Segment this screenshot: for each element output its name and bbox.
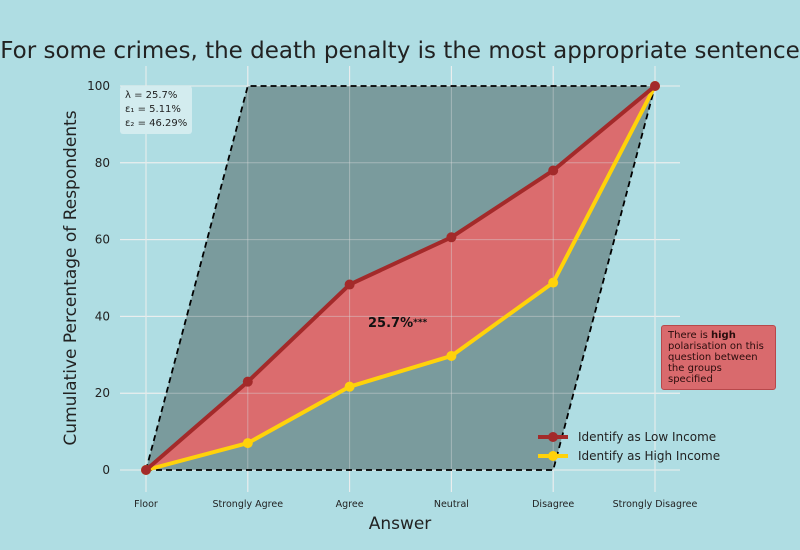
- polarisation-annotation: 25.7%***: [368, 316, 428, 331]
- x-axis-label: Answer: [369, 514, 432, 534]
- x-tick-label: Strongly Agree: [213, 499, 284, 510]
- y-tick-label: 40: [95, 309, 110, 323]
- y-tick-label: 60: [95, 233, 110, 247]
- polarisation-note: There is high polarisation on this questi…: [661, 325, 776, 390]
- legend-marker: [548, 432, 558, 442]
- data-point: [141, 465, 151, 475]
- legend-label: Identify as Low Income: [578, 430, 716, 444]
- legend: Identify as Low Income Identify as High I…: [538, 430, 720, 463]
- axes: 0 20 40 60 80 100 Floor Strongly Agree Agree Neut…: [87, 79, 697, 510]
- y-tick-label: 20: [95, 386, 110, 400]
- y-tick-label: 80: [95, 156, 110, 170]
- lower-bound-line: [146, 85, 656, 471]
- legend-label: Identify as High Income: [578, 449, 720, 463]
- significance-stars: ***: [413, 318, 427, 328]
- data-point: [650, 81, 660, 91]
- legend-marker: [548, 451, 558, 461]
- x-tick-label: Strongly Disagree: [613, 499, 698, 510]
- x-tick-label: Floor: [134, 499, 158, 510]
- areas: [120, 66, 680, 492]
- chart-title: 'For some crimes, the death penalty is t…: [0, 38, 800, 64]
- data-point: [344, 279, 355, 290]
- data-point: [446, 350, 457, 361]
- data-point: [446, 232, 457, 243]
- y-tick-label: 0: [102, 463, 110, 477]
- data-point: [242, 438, 253, 449]
- epsilon2-stat: ε₂ = 46.29%: [125, 118, 188, 129]
- x-tick-label: Disagree: [532, 499, 574, 510]
- data-point: [242, 376, 253, 387]
- series-line: [144, 84, 657, 472]
- x-tick-label: Neutral: [434, 499, 469, 510]
- polarisation-area: [146, 86, 655, 470]
- note-suffix: polarisation on this question between th…: [668, 341, 764, 385]
- data-point: [344, 381, 355, 392]
- y-axis-label: Cumulative Percentage of Respondents: [61, 110, 81, 445]
- data-point: [548, 277, 559, 288]
- stats-box: λ = 25.7% ε₁ = 5.11% ε₂ = 46.29%: [120, 86, 193, 134]
- x-tick-label: Agree: [336, 499, 364, 510]
- upper-bound-line: [145, 85, 655, 471]
- polarisation-value: 25.7%: [368, 316, 413, 331]
- series-lines: [141, 81, 660, 475]
- y-tick-label: 100: [87, 79, 110, 93]
- series-line: [145, 85, 657, 472]
- data-point: [548, 165, 559, 176]
- note-emphasis: high: [711, 330, 736, 341]
- note-prefix: There is: [668, 330, 711, 341]
- lambda-stat: λ = 25.7%: [125, 90, 178, 101]
- epsilon1-stat: ε₁ = 5.11%: [125, 104, 181, 115]
